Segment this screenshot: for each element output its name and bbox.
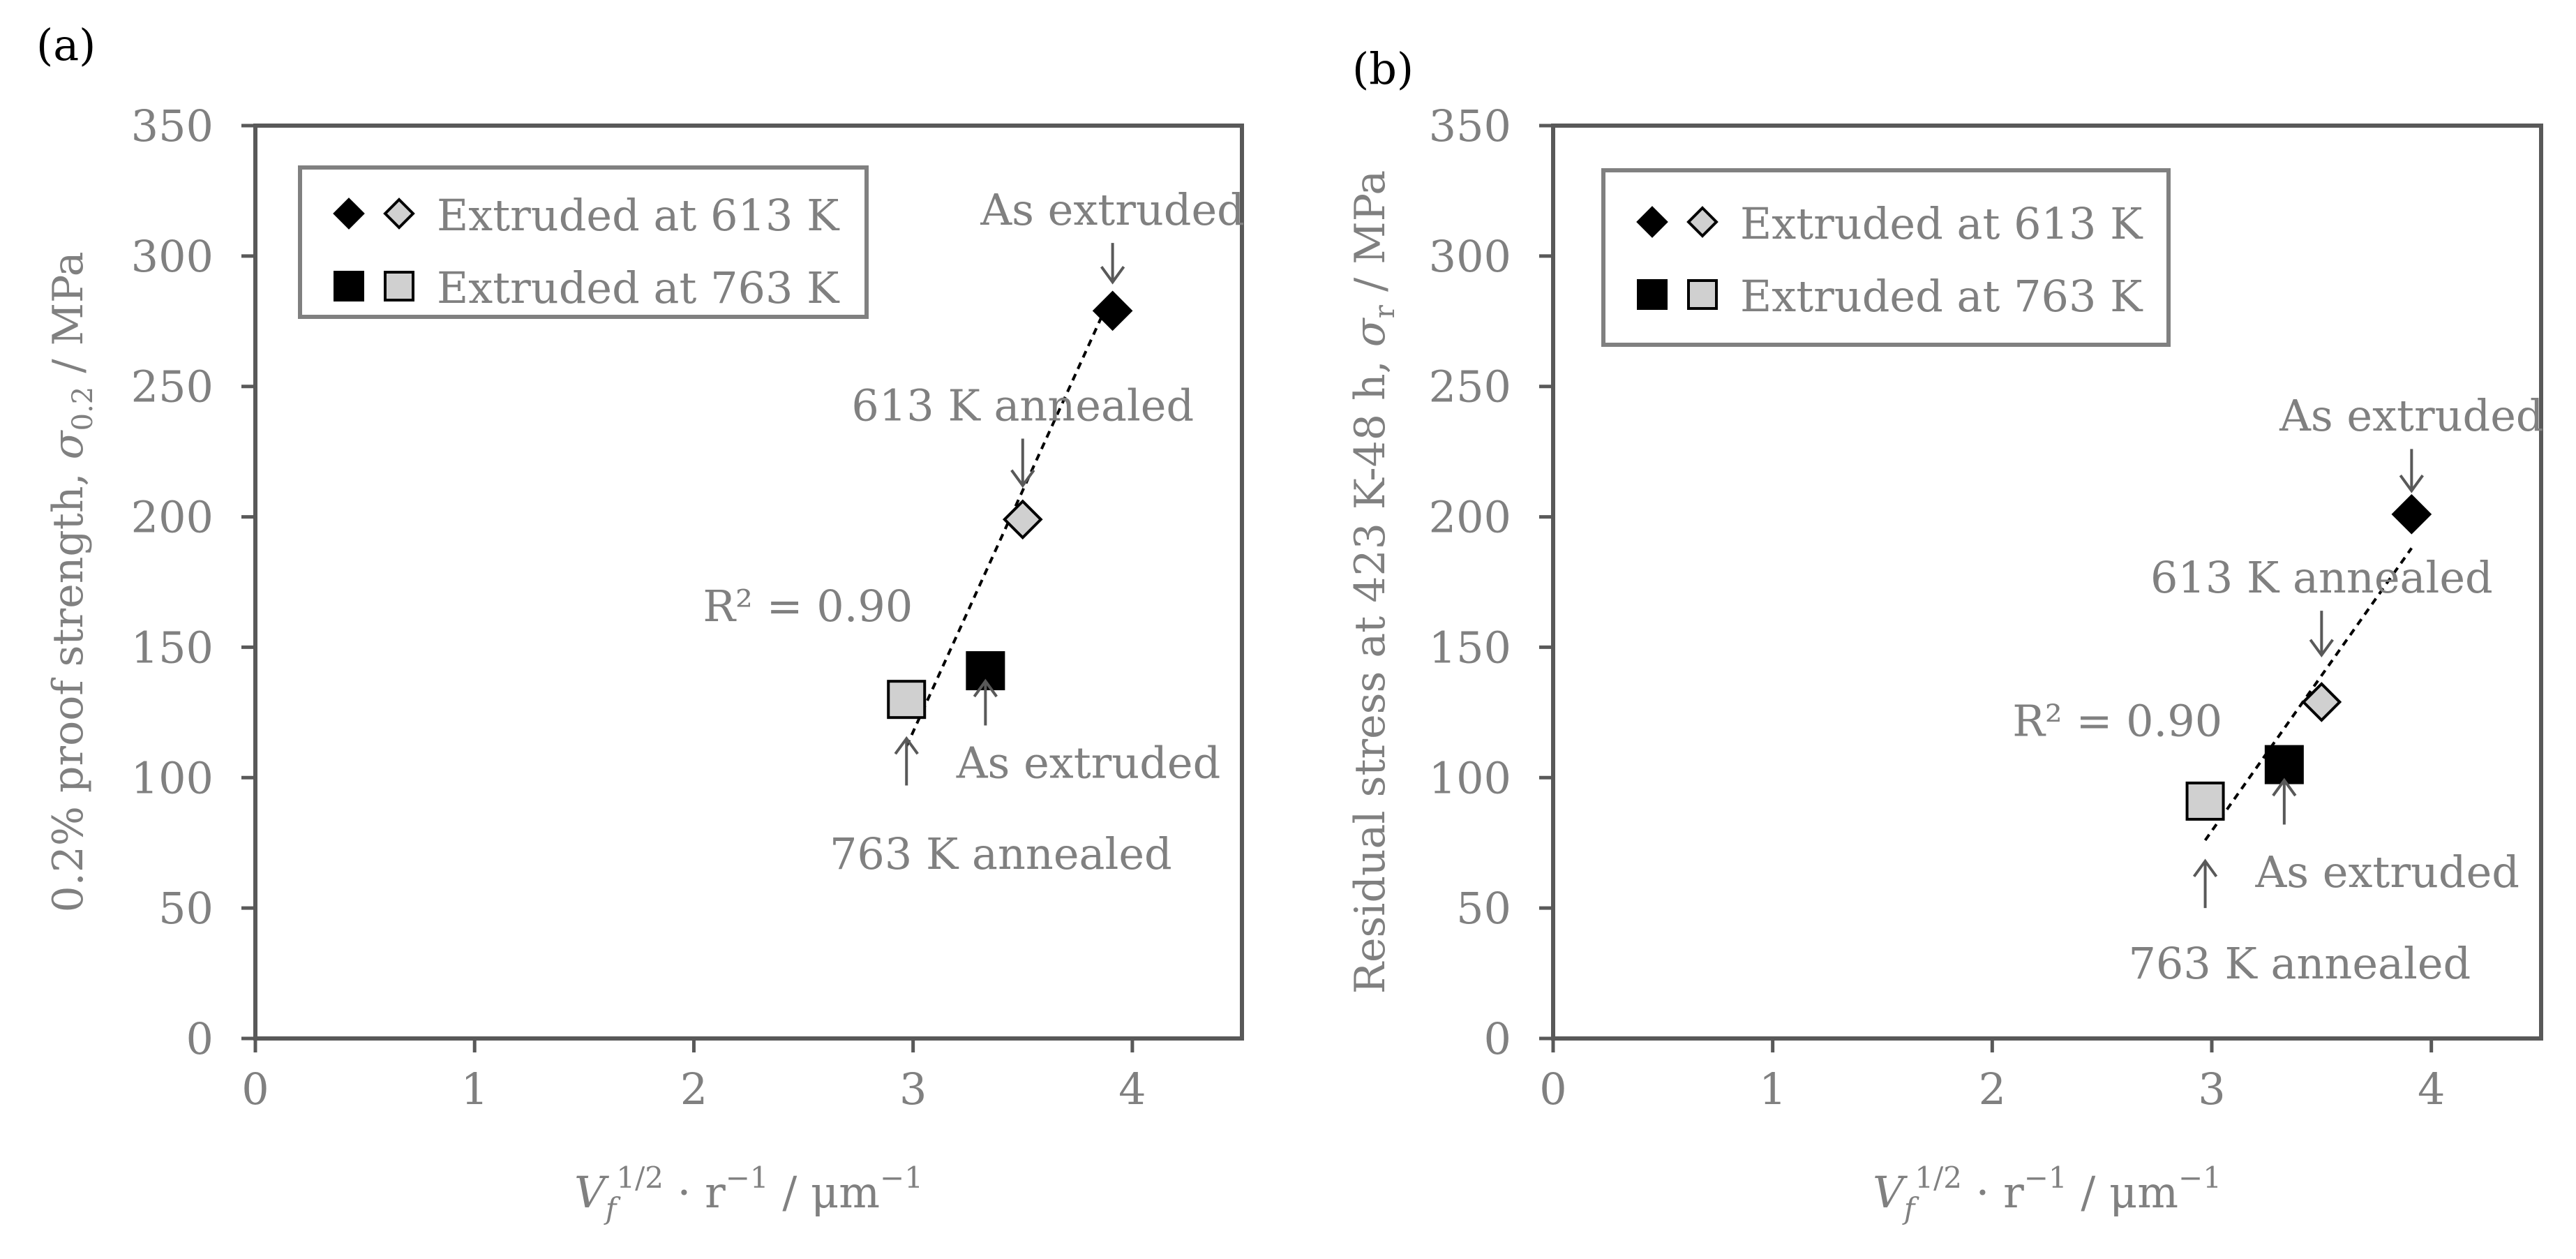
panel-b: (b) 0 1 2 3 4 0 50 100 150 200 250 300 350 Residual st… [1346, 43, 2544, 1226]
y-tick-label: 50 [1456, 883, 1511, 934]
legend-marker-square-grey [384, 271, 414, 301]
annotation: 613 K annealed [851, 380, 1194, 431]
data-point-diamond-black [1092, 290, 1133, 331]
panel-label: (b) [1352, 43, 1414, 94]
y-tick-label: 0 [186, 1013, 214, 1064]
y-tick-label: 100 [1429, 752, 1511, 803]
annotation: R² = 0.90 [703, 581, 913, 632]
trendline [905, 292, 1114, 747]
y-tick-label: 200 [1429, 492, 1511, 543]
y-axis-label: Residual stress at 423 K-48 h, σr / MPa [1346, 170, 1401, 994]
annotation-arrowhead [2192, 858, 2218, 878]
annotation-arrowhead [2399, 475, 2424, 493]
x-tick-label: 2 [1979, 1064, 2006, 1115]
legend-label: Extruded at 613 K [437, 190, 840, 241]
legend-marker-square-black [1637, 279, 1668, 310]
annotation: As extruded [2254, 847, 2519, 897]
annotation: As extruded [2279, 390, 2544, 441]
panel-label: (a) [36, 20, 96, 70]
data-point-diamond-black [2391, 494, 2432, 535]
y-tick-label: 250 [131, 362, 214, 412]
annotation: As extruded [980, 184, 1245, 235]
x-tick-label: 1 [1759, 1064, 1786, 1115]
trendline [2203, 547, 2413, 842]
legend-marker-diamond-grey [1686, 206, 1718, 238]
x-tick-label: 3 [2198, 1064, 2225, 1115]
y-tick-label: 350 [1429, 100, 1511, 151]
y-tick-label: 0 [1484, 1013, 1511, 1064]
y-tick-label: 100 [131, 752, 214, 803]
y-tick-label: 150 [1429, 622, 1511, 673]
x-tick-label: 4 [1118, 1064, 1146, 1115]
y-tick-label: 300 [131, 231, 214, 282]
panel-a: (a) 0 1 2 3 4 0 50 100 150 200 250 300 350 0.2% proof … [36, 20, 1245, 1226]
annotation: 763 K annealed [830, 828, 1172, 879]
annotation-arrowhead [2272, 777, 2297, 797]
annotation: R² = 0.90 [2012, 695, 2222, 746]
plot-frame [253, 124, 1244, 1041]
x-tick-label: 0 [241, 1064, 269, 1115]
annotation: 613 K annealed [2150, 552, 2493, 603]
data-point-square-grey [887, 680, 927, 720]
x-tick-label: 3 [899, 1064, 927, 1115]
legend-box [1601, 168, 2171, 347]
y-tick-label: 200 [131, 492, 214, 543]
legend-marker-diamond-black [1636, 206, 1668, 238]
y-tick-label: 250 [1429, 362, 1511, 412]
y-axis-label: 0.2% proof strength, σ0.2 / MPa [44, 251, 99, 912]
y-tick-label: 150 [131, 622, 214, 673]
x-tick-label: 0 [1539, 1064, 1566, 1115]
legend-marker-square-grey [1687, 279, 1718, 310]
x-axis-label: Vf1/2 · r−1 / μm−1 [574, 1161, 923, 1226]
legend-label: Extruded at 763 K [1740, 271, 2143, 322]
annotation: As extruded [956, 737, 1221, 788]
legend-marker-diamond-grey [383, 198, 415, 230]
legend: Extruded at 613 K Extruded at 763 K [1601, 168, 2171, 347]
data-point-diamond-grey [2301, 682, 2342, 722]
y-tick-label: 50 [158, 883, 214, 934]
legend-marker-square-black [334, 271, 364, 301]
annotation-arrowhead [2309, 639, 2334, 658]
plot-frame [1551, 124, 2543, 1041]
data-point-square-grey [2185, 781, 2225, 821]
legend-marker-diamond-black [333, 198, 365, 230]
x-tick-label: 2 [680, 1064, 707, 1115]
y-tick-label: 350 [131, 100, 214, 151]
legend-label: Extruded at 763 K [437, 262, 840, 313]
x-axis-label: Vf1/2 · r−1 / μm−1 [1873, 1161, 2222, 1226]
annotation-arrowhead [1100, 266, 1125, 285]
annotation-arrowhead [973, 678, 998, 698]
legend-label: Extruded at 613 K [1740, 198, 2143, 249]
annotation-arrowhead [894, 736, 919, 755]
data-point-diamond-grey [1002, 499, 1043, 540]
x-tick-label: 4 [2418, 1064, 2445, 1115]
annotation: 763 K annealed [2128, 938, 2471, 989]
y-tick-label: 300 [1429, 231, 1511, 282]
x-tick-label: 1 [460, 1064, 488, 1115]
annotation-arrowhead [1010, 469, 1035, 489]
legend: Extruded at 613 K Extruded at 763 K [298, 165, 869, 319]
data-point-square-black [2264, 745, 2304, 784]
